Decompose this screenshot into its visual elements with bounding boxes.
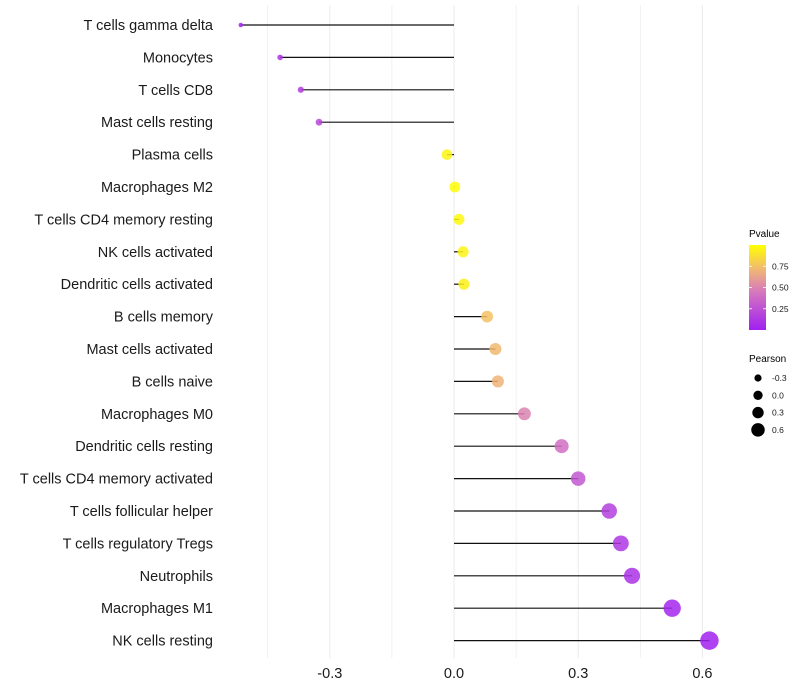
y-label: Monocytes — [143, 50, 213, 66]
x-tick-label: 0.6 — [692, 666, 712, 682]
y-label: Dendritic cells activated — [61, 277, 213, 293]
pvalue-legend: Pvalue 0.25 0.50 0.75 — [749, 229, 789, 330]
lollipop-point — [238, 22, 244, 28]
size-legend-key — [754, 374, 762, 382]
size-legend-key — [752, 406, 764, 419]
x-tick-label: 0.3 — [568, 666, 588, 682]
lollipop-point — [623, 567, 641, 584]
pvalue-colorbar — [749, 245, 766, 330]
y-label: T cells CD4 memory activated — [20, 472, 213, 488]
lollipop-point — [441, 149, 453, 160]
colorbar-label: 0.25 — [772, 304, 789, 314]
x-tick-label: 0.0 — [444, 666, 464, 682]
y-label: T cells follicular helper — [70, 504, 213, 520]
lollipop-point — [481, 310, 494, 323]
lollipop-point — [277, 54, 283, 61]
lollipop-point — [554, 439, 569, 454]
size-legend-label: 0.0 — [772, 390, 784, 400]
y-label: NK cells resting — [112, 634, 213, 650]
y-label: Mast cells resting — [101, 115, 213, 131]
lollipop-points — [238, 22, 719, 650]
y-label: Plasma cells — [132, 148, 213, 164]
size-legend-key — [751, 423, 765, 437]
lollipop-point — [315, 118, 323, 126]
y-label: Neutrophils — [140, 569, 213, 585]
x-tick-label: -0.3 — [317, 666, 342, 682]
lollipop-point — [517, 407, 531, 421]
lollipop-stems — [240, 24, 710, 642]
lollipop-point — [297, 86, 304, 93]
pearson-legend-title: Pearson — [749, 354, 786, 365]
size-legend-label: 0.6 — [772, 425, 784, 435]
y-label: T cells CD4 memory resting — [34, 212, 213, 228]
y-label: Macrophages M2 — [101, 180, 213, 196]
lollipop-point — [601, 503, 617, 519]
lollipop-point — [457, 246, 469, 258]
lollipop-point — [612, 535, 629, 552]
size-legend-label: 0.3 — [772, 408, 784, 418]
lollipop-point — [449, 181, 461, 193]
y-label: T cells gamma delta — [84, 18, 214, 34]
lollipop-point — [453, 213, 465, 225]
y-label: Macrophages M1 — [101, 601, 213, 617]
grid-lines — [267, 5, 703, 658]
y-axis-labels: T cells gamma delta Monocytes T cells CD8 M… — [20, 18, 214, 650]
lollipop-point — [458, 278, 470, 290]
pvalue-legend-title: Pvalue — [749, 229, 780, 240]
lollipop-point — [491, 375, 504, 388]
colorbar-label: 0.50 — [772, 283, 789, 293]
y-label: B cells naive — [132, 374, 213, 390]
y-label: Mast cells activated — [86, 342, 213, 358]
lollipop-point — [663, 599, 681, 617]
y-label: NK cells activated — [98, 245, 213, 261]
size-legend-key — [753, 390, 763, 400]
x-axis-ticks: -0.3 0.0 0.3 0.6 — [317, 666, 712, 682]
y-label: Macrophages M0 — [101, 407, 213, 423]
pearson-legend: Pearson -0.3 0.0 0.3 0.6 — [749, 354, 787, 437]
y-label: T cells CD8 — [138, 83, 213, 99]
lollipop-point — [489, 342, 502, 356]
y-label: Dendritic cells resting — [75, 439, 213, 455]
y-label: B cells memory — [114, 310, 214, 326]
colorbar-label: 0.75 — [772, 261, 789, 271]
lollipop-point — [700, 631, 719, 650]
y-label: T cells regulatory Tregs — [63, 536, 213, 552]
size-legend-label: -0.3 — [772, 373, 787, 383]
lollipop-point — [570, 471, 586, 486]
